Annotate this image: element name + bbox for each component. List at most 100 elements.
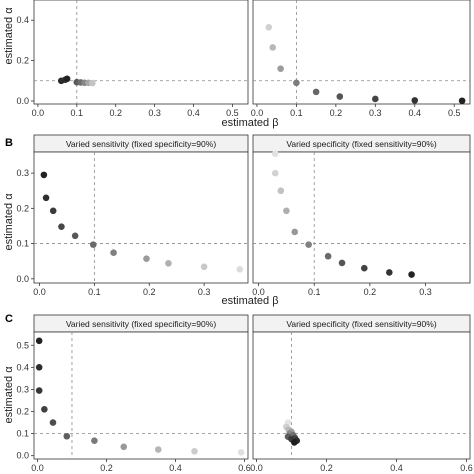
data-point: [312, 88, 320, 96]
row-b-y-axis-title: estimated α: [3, 193, 15, 251]
data-point: [293, 79, 300, 87]
data-point: [41, 406, 48, 413]
panel-3: Varied specificity (fixed sensitivity=90…: [252, 134, 471, 297]
data-point: [154, 446, 162, 453]
data-point: [35, 387, 43, 394]
row-label-b: B: [5, 137, 13, 149]
x-tick-label: 0.4: [187, 108, 200, 118]
data-point: [58, 223, 65, 230]
x-tick-label: 0.3: [419, 287, 432, 297]
x-tick-label: 0.2: [100, 463, 113, 473]
data-point: [458, 97, 466, 105]
data-point: [165, 259, 172, 267]
row-c-y-axis-title: estimated α: [3, 366, 15, 424]
panel-0: 0.0 0.1 0.2 0.3 0.4 0.5 0.0 0.2 0.4: [16, 0, 249, 118]
data-point: [271, 169, 279, 177]
x-tick-label: 0.0: [252, 287, 265, 297]
data-point: [372, 95, 379, 103]
y-tick-label: 0.0: [16, 451, 29, 461]
x-tick-label: 0.1: [88, 287, 101, 297]
x-tick-label: 0.4: [390, 463, 403, 473]
data-point: [386, 269, 393, 276]
data-point: [191, 447, 198, 455]
row-label-c: C: [5, 313, 13, 325]
y-tick-label: 0.1: [16, 239, 29, 249]
x-tick-label: 0.5: [448, 108, 461, 118]
y-tick-label: 0.5: [16, 340, 29, 350]
data-point: [143, 255, 150, 263]
data-point: [338, 259, 346, 267]
y-tick-label: 0.0: [16, 96, 29, 106]
data-point: [42, 194, 50, 202]
x-tick-label: 0.0: [32, 108, 45, 118]
x-tick-label: 0.1: [290, 108, 303, 118]
data-point: [63, 75, 71, 83]
panel-4: Varied sensitivity (fixed specificity=90…: [16, 314, 251, 473]
data-point: [291, 439, 298, 446]
data-point: [291, 228, 299, 236]
data-point: [411, 97, 419, 104]
x-tick-label: 0.4: [169, 463, 182, 473]
y-tick-label: 0.4: [16, 15, 29, 25]
row-a-x-axis-title: estimated β: [221, 117, 278, 129]
y-tick-label: 0.3: [16, 384, 29, 394]
panel-strip-label: Varied specificity (fixed sensitivity=90…: [286, 139, 436, 149]
data-point: [336, 93, 344, 100]
data-point: [120, 443, 128, 451]
x-tick-label: 0.5: [226, 108, 239, 118]
data-point: [324, 252, 332, 260]
x-tick-label: 0.4: [409, 108, 422, 118]
data-point: [277, 65, 284, 72]
x-tick-label: 0.2: [364, 287, 377, 297]
y-tick-label: 0.1: [16, 429, 29, 439]
x-tick-label: 0.0: [33, 287, 46, 297]
data-point: [271, 150, 279, 158]
data-point: [49, 207, 57, 215]
data-point: [236, 265, 244, 273]
data-point: [110, 249, 117, 257]
y-tick-label: 0.2: [16, 203, 29, 213]
x-tick-label: 0.0: [251, 108, 264, 118]
data-point: [283, 207, 290, 215]
data-point: [277, 187, 285, 195]
x-tick-label: 0.2: [143, 287, 156, 297]
row-a-y-axis-title: estimated α: [3, 7, 15, 65]
data-point: [71, 232, 79, 240]
label-layer: B C estimated β estimated β estimated α …: [3, 7, 279, 424]
data-point: [200, 263, 208, 271]
data-point: [35, 337, 43, 345]
y-tick-label: 0.2: [16, 56, 29, 66]
data-point: [49, 419, 57, 426]
data-point: [408, 271, 415, 278]
data-point: [57, 77, 65, 85]
y-tick-label: 0.4: [16, 362, 29, 372]
panel-frame: [252, 151, 471, 284]
panel-frame: [33, 0, 249, 105]
panel-frame: [252, 0, 471, 105]
panel-strip-label: Varied sensitivity (fixed specificity=90…: [66, 319, 216, 329]
panel-frame: [252, 331, 471, 460]
y-tick-label: 0.3: [16, 168, 29, 178]
x-tick-label: 0.6: [460, 463, 473, 473]
x-tick-label: 0.2: [330, 108, 343, 118]
y-tick-label: 0.2: [16, 407, 29, 417]
data-point: [305, 241, 312, 248]
data-point: [89, 79, 96, 87]
x-tick-label: 0.3: [369, 108, 382, 118]
panel-strip-label: Varied specificity (fixed sensitivity=90…: [286, 319, 436, 329]
y-tick-label: 0.0: [16, 274, 29, 284]
x-tick-label: 0.6: [238, 463, 251, 473]
x-tick-label: 0.3: [198, 287, 211, 297]
data-point: [89, 241, 97, 248]
panel-frame: [33, 151, 249, 284]
data-point: [63, 432, 71, 440]
data-point: [237, 449, 245, 456]
panel-2: Varied sensitivity (fixed specificity=90…: [16, 134, 249, 297]
row-b-x-axis-title: estimated β: [221, 295, 278, 307]
x-tick-label: 0.0: [31, 463, 44, 473]
data-point: [40, 171, 48, 179]
data-point: [265, 23, 273, 31]
x-tick-label: 0.0: [250, 463, 263, 473]
data-point: [360, 264, 368, 272]
